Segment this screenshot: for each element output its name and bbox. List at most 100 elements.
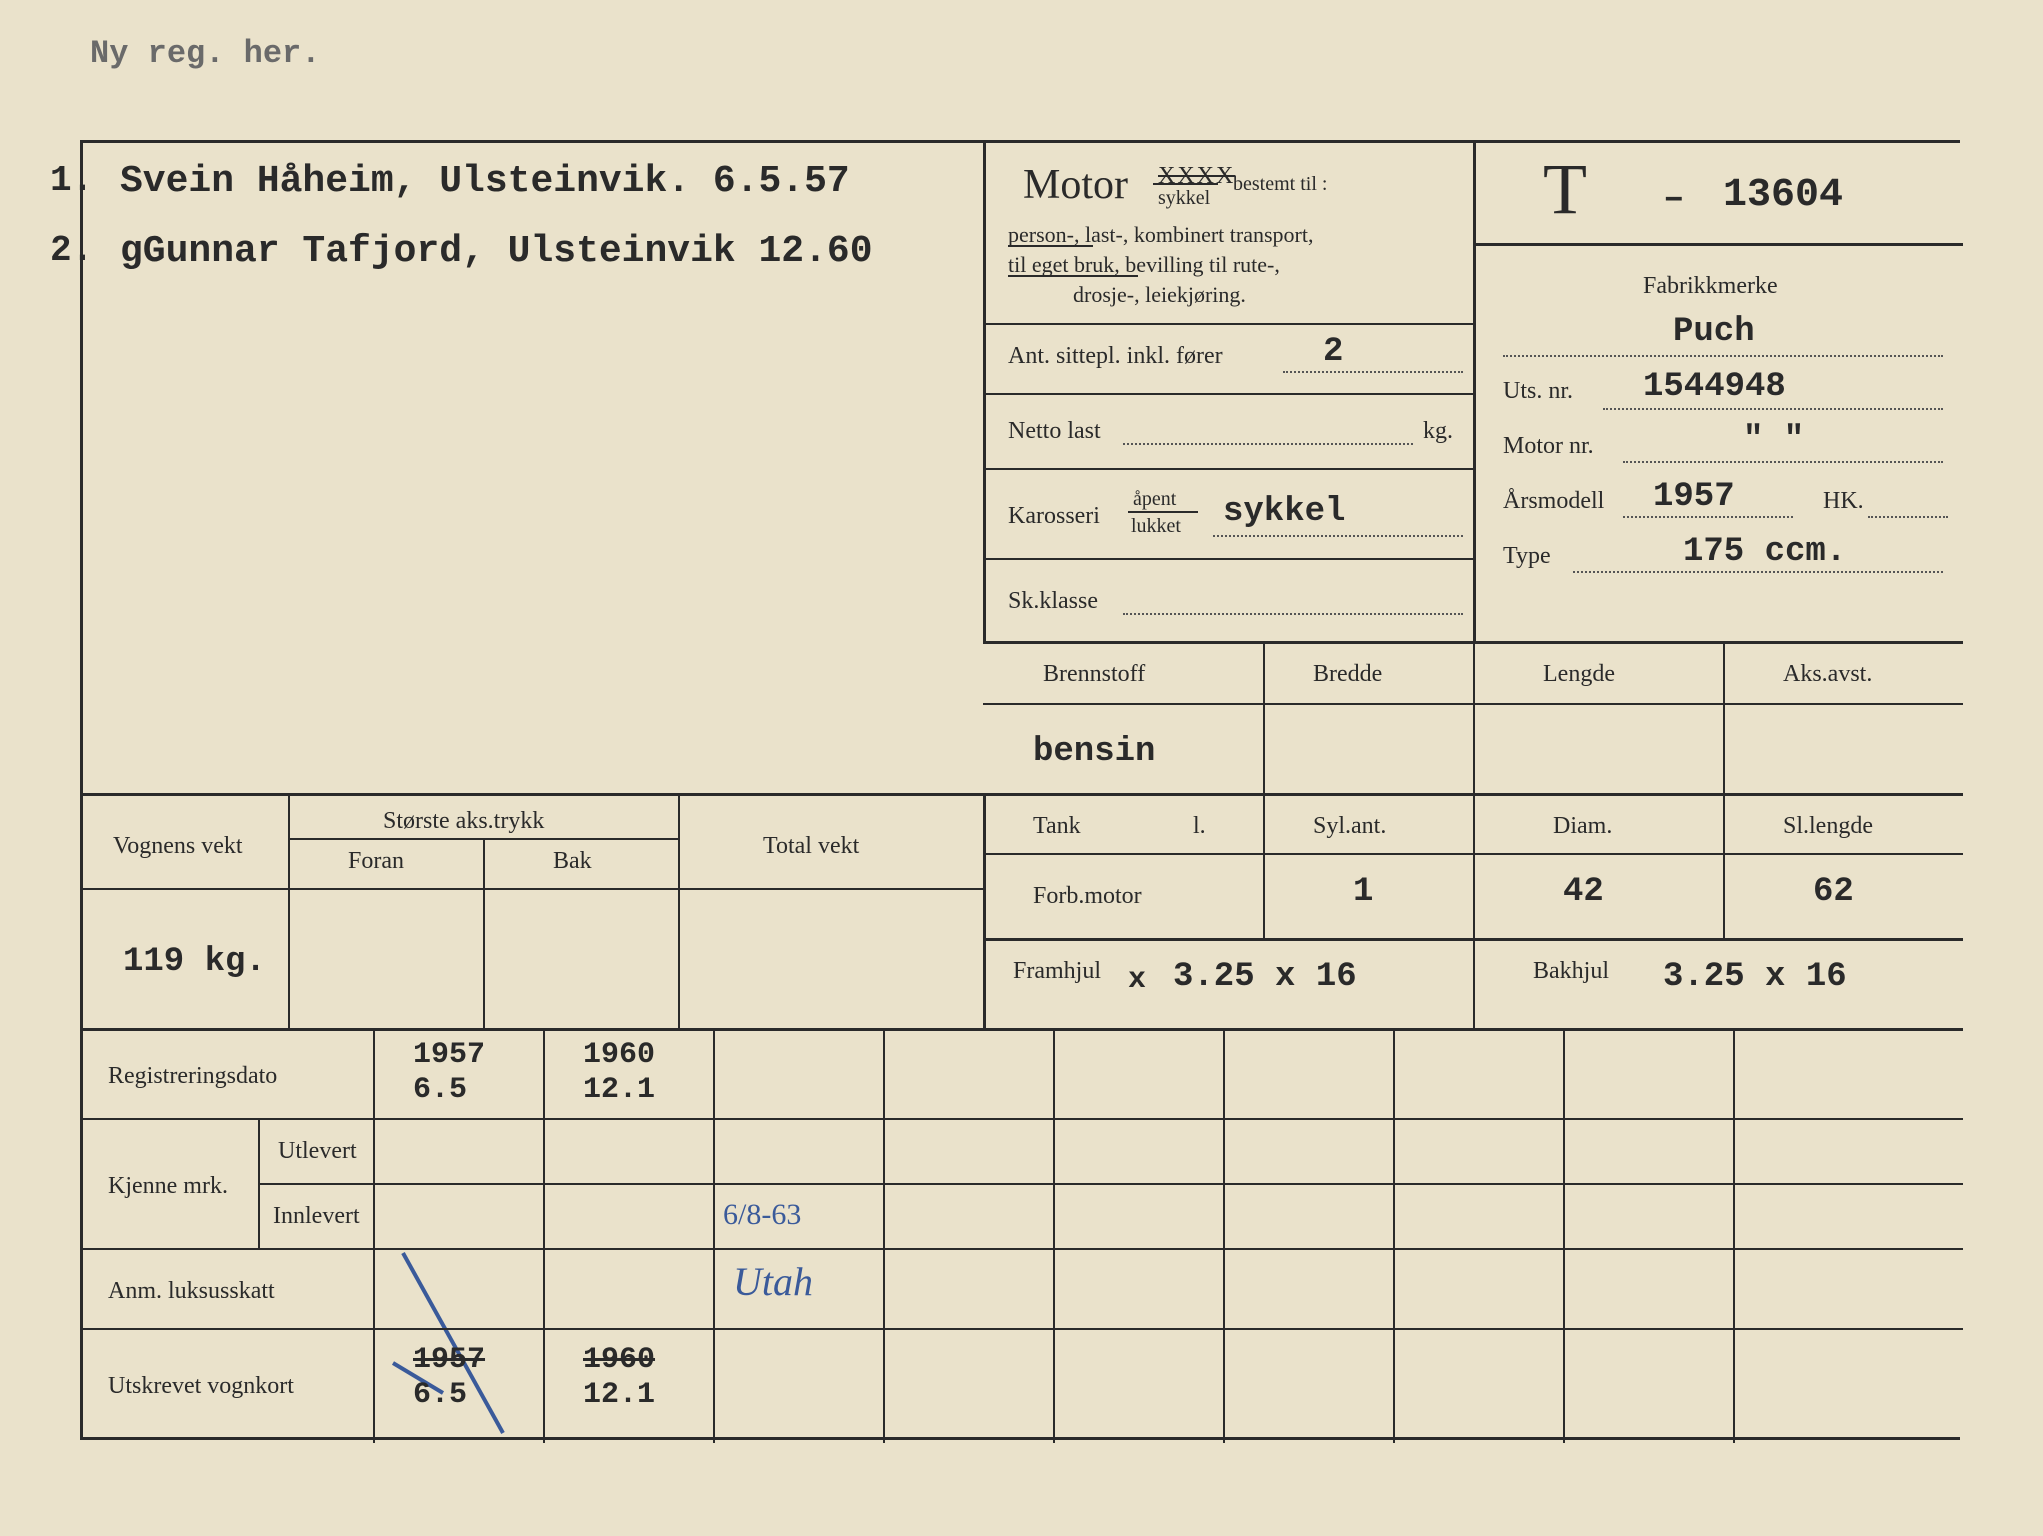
divider	[83, 1248, 1963, 1250]
uts-y2: 1960	[583, 1343, 655, 1377]
uts-value: 1544948	[1643, 368, 1786, 406]
anm-hand: Utah	[733, 1258, 813, 1305]
divider	[1473, 243, 1963, 246]
divider	[1563, 1028, 1565, 1443]
motor-line3: drosje-, leiekjøring.	[1073, 281, 1246, 310]
brennstoff-label: Brennstoff	[1043, 661, 1145, 688]
regdato-label: Registreringsdato	[108, 1063, 277, 1090]
divider	[983, 393, 1473, 395]
uts-d2: 12.1	[583, 1378, 655, 1412]
hk-label: HK.	[1823, 488, 1864, 515]
lengde-label: Lengde	[1543, 661, 1615, 688]
divider	[983, 468, 1473, 470]
divider	[1128, 511, 1198, 513]
divider	[83, 793, 983, 796]
divider	[1733, 1028, 1735, 1443]
divider	[83, 1328, 1963, 1330]
karosseri-label: Karosseri	[1008, 503, 1100, 530]
divider	[483, 838, 485, 1028]
dotted-line	[1283, 371, 1463, 373]
uts-d1: 6.5	[413, 1378, 467, 1412]
divider	[713, 1028, 715, 1443]
framhjul-value: 3.25 x 16	[1173, 958, 1357, 996]
motor-sykkel: sykkel	[1158, 187, 1210, 210]
dotted-line	[1623, 516, 1793, 518]
bakhjul-label: Bakhjul	[1533, 958, 1609, 985]
divider	[983, 323, 1473, 325]
netto-label: Netto last	[1008, 418, 1101, 445]
dotted-line	[1123, 443, 1413, 445]
underline	[1008, 275, 1138, 277]
motor-strike: XXXX	[1158, 163, 1235, 190]
dotted-line	[1603, 408, 1943, 410]
divider	[1153, 183, 1218, 185]
diam-label: Diam.	[1553, 813, 1612, 840]
type-label: Type	[1503, 543, 1551, 570]
innlevert-label: Innlevert	[273, 1203, 360, 1230]
divider	[1223, 1028, 1225, 1443]
sllengde-label: Sl.lengde	[1783, 813, 1873, 840]
fabrikk-label: Fabrikkmerke	[1643, 273, 1778, 300]
utskrevet-label: Utskrevet vognkort	[108, 1373, 294, 1400]
motor-bestemt: bestemt til :	[1233, 173, 1327, 196]
uts-label: Uts. nr.	[1503, 378, 1573, 405]
reg-number: 13604	[1723, 173, 1843, 218]
underline	[1008, 245, 1093, 247]
divider	[83, 888, 983, 890]
anm-label: Anm. luksusskatt	[108, 1278, 275, 1305]
divider	[983, 558, 1473, 560]
regdato-d2: 12.1	[583, 1073, 655, 1107]
kjenne-label: Kjenne mrk.	[108, 1173, 228, 1200]
reg-dash: –	[1663, 178, 1685, 219]
motornr-label: Motor nr.	[1503, 433, 1594, 460]
dotted-line	[1123, 613, 1463, 615]
framhjul-x: x	[1128, 963, 1146, 997]
sllengde-value: 62	[1813, 873, 1854, 911]
aksavst-label: Aks.avst.	[1783, 661, 1872, 688]
vognvekt-label: Vognens vekt	[113, 833, 243, 860]
divider	[83, 1118, 1963, 1120]
motor-title: Motor	[1023, 161, 1128, 209]
tank-label: Tank	[1033, 813, 1081, 840]
dotted-line	[1573, 571, 1943, 573]
bredde-label: Bredde	[1313, 661, 1382, 688]
totalvekt-label: Total vekt	[763, 833, 859, 860]
divider	[678, 793, 680, 1028]
divider	[1263, 641, 1265, 941]
divider	[1473, 143, 1476, 643]
foran-label: Foran	[348, 848, 404, 875]
seats-value: 2	[1323, 333, 1343, 371]
sylant-label: Syl.ant.	[1313, 813, 1386, 840]
aks-label: Største aks.trykk	[383, 808, 544, 835]
divider	[1053, 1028, 1055, 1443]
dotted-line	[1213, 535, 1463, 537]
karosseri-apent: åpent	[1133, 488, 1176, 511]
sylant-value: 1	[1353, 873, 1373, 911]
divider	[288, 838, 678, 840]
uts-y1: 1957	[413, 1343, 485, 1377]
divider	[83, 1028, 1963, 1031]
skklasse-label: Sk.klasse	[1008, 588, 1098, 615]
divider	[983, 703, 1963, 705]
divider	[258, 1183, 1963, 1185]
netto-unit: kg.	[1423, 418, 1453, 445]
seats-label: Ant. sittepl. inkl. fører	[1008, 343, 1223, 370]
divider	[883, 1028, 885, 1443]
diam-value: 42	[1563, 873, 1604, 911]
dotted-line	[1503, 355, 1943, 357]
regdato-y1: 1957	[413, 1038, 485, 1072]
vognvekt-value: 119 kg.	[123, 943, 266, 981]
divider	[1473, 938, 1475, 1028]
type-value: 175 ccm.	[1683, 533, 1846, 571]
reg-letter: T	[1543, 148, 1587, 231]
divider	[288, 793, 290, 1028]
bakhjul-value: 3.25 x 16	[1663, 958, 1847, 996]
tank-unit: l.	[1193, 813, 1206, 840]
karosseri-lukket: lukket	[1131, 515, 1181, 538]
fabrikk-value: Puch	[1673, 313, 1755, 351]
dotted-line	[1623, 461, 1943, 463]
divider	[1723, 641, 1725, 941]
arsmodell-label: Årsmodell	[1503, 488, 1604, 515]
regdato-y2: 1960	[583, 1038, 655, 1072]
divider	[983, 853, 1963, 855]
